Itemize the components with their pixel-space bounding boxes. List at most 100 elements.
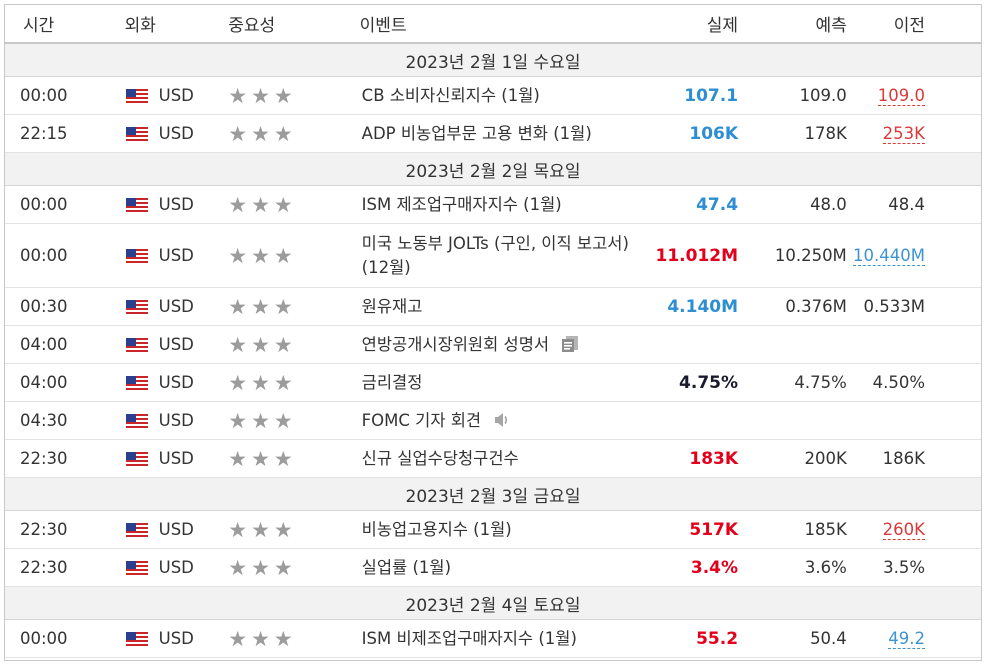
event-name-link[interactable]: 신규 실업수당청구건수 bbox=[355, 439, 639, 478]
event-name-link[interactable]: FOMC 기자 회견 bbox=[361, 410, 482, 430]
star-icon: ★ bbox=[228, 294, 248, 319]
currency-cell: USD bbox=[110, 510, 217, 549]
currency-cell: USD bbox=[110, 401, 217, 440]
star-icon: ★ bbox=[273, 408, 293, 433]
actual-value: 47.4 bbox=[638, 185, 739, 224]
forecast-value: 178K bbox=[738, 114, 847, 153]
actual-value bbox=[638, 401, 739, 440]
forecast-value bbox=[738, 401, 847, 440]
star-icon: ★ bbox=[228, 192, 248, 217]
event-row[interactable]: 22:30 USD ★ ★ ★ 비농업고용지수 (1월) 517K 185K 260… bbox=[5, 510, 981, 549]
event-row[interactable]: 00:00 USD ★ ★ ★ ISM 비제조업구매자지수 (1월) 55.2 50… bbox=[5, 619, 981, 658]
date-label: 2023년 2월 4일 토요일 bbox=[5, 586, 981, 620]
currency-code: USD bbox=[158, 297, 194, 316]
star-icon: ★ bbox=[251, 332, 270, 357]
importance-rating: ★ ★ ★ bbox=[216, 325, 356, 364]
event-name-link[interactable]: CB 소비자신뢰지수 (1월) bbox=[355, 76, 639, 115]
currency-code: USD bbox=[158, 124, 194, 143]
event-row[interactable]: 00:00 USD ★ ★ ★ 미국 노동부 JOLTs (구인, 이직 보고서) … bbox=[5, 223, 981, 288]
previous-value[interactable]: 49.2 bbox=[888, 629, 925, 649]
previous-value[interactable]: 253K bbox=[882, 124, 925, 144]
event-row[interactable]: 00:00 USD ★ ★ ★ ISM 제조업구매자지수 (1월) 47.4 48.… bbox=[5, 185, 981, 224]
star-icon: ★ bbox=[228, 555, 248, 580]
previous-value bbox=[846, 325, 981, 364]
star-icon: ★ bbox=[228, 370, 248, 395]
us-flag-icon bbox=[125, 300, 148, 314]
actual-value: 4.75% bbox=[638, 363, 739, 402]
currency-code: USD bbox=[158, 246, 194, 265]
date-row: 2023년 2월 3일 금요일 bbox=[5, 477, 981, 511]
event-name-link[interactable]: 비농업고용지수 (1월) bbox=[355, 510, 639, 549]
star-icon: ★ bbox=[251, 243, 270, 268]
speaker-icon[interactable] bbox=[493, 411, 511, 429]
importance-rating: ★ ★ ★ bbox=[216, 363, 356, 402]
star-icon: ★ bbox=[228, 83, 248, 108]
header-forecast[interactable]: 예측 bbox=[738, 5, 847, 44]
event-row[interactable]: 04:30 USD ★ ★ ★ FOMC 기자 회견 bbox=[5, 401, 981, 440]
importance-rating: ★ ★ ★ bbox=[216, 76, 356, 115]
event-name-link[interactable]: 원유재고 bbox=[355, 287, 639, 326]
header-actual[interactable]: 실제 bbox=[638, 5, 739, 44]
event-name-link[interactable]: 미국 노동부 JOLTs (구인, 이직 보고서) (12월) bbox=[355, 223, 639, 288]
importance-rating: ★ ★ ★ bbox=[216, 439, 356, 478]
header-currency[interactable]: 외화 bbox=[110, 5, 217, 44]
event-cell: 연방공개시장위원회 성명서 bbox=[355, 325, 639, 364]
event-name-link[interactable]: 연방공개시장위원회 성명서 bbox=[361, 334, 550, 354]
event-row[interactable]: 04:00 USD ★ ★ ★ 연방공개시장위원회 성명서 bbox=[5, 325, 981, 364]
previous-value: 48.4 bbox=[846, 185, 981, 224]
event-name-link[interactable]: 금리결정 bbox=[355, 363, 639, 402]
star-icon: ★ bbox=[228, 332, 248, 357]
date-row: 2023년 2월 2일 목요일 bbox=[5, 152, 981, 186]
event-name-link[interactable]: ISM 제조업구매자지수 (1월) bbox=[355, 185, 639, 224]
currency-code: USD bbox=[158, 195, 194, 214]
currency-cell: USD bbox=[110, 185, 217, 224]
economic-calendar: 시간 외화 중요성 이벤트 실제 예측 이전 2023년 2월 1일 수요일 0… bbox=[4, 4, 982, 661]
header-importance[interactable]: 중요성 bbox=[216, 5, 356, 44]
header-time[interactable]: 시간 bbox=[5, 5, 111, 44]
actual-value: 3.4% bbox=[638, 548, 739, 587]
currency-code: USD bbox=[158, 335, 194, 354]
header-row: 시간 외화 중요성 이벤트 실제 예측 이전 bbox=[5, 5, 981, 44]
currency-code: USD bbox=[158, 373, 194, 392]
star-icon: ★ bbox=[251, 555, 270, 580]
star-icon: ★ bbox=[273, 83, 293, 108]
currency-code: USD bbox=[158, 449, 194, 468]
forecast-value: 200K bbox=[738, 439, 847, 478]
event-name-link[interactable]: 실업률 (1월) bbox=[355, 548, 639, 587]
actual-value: 11.012M bbox=[638, 223, 739, 288]
event-row[interactable]: 04:00 USD ★ ★ ★ 금리결정 4.75% 4.75% 4.50% bbox=[5, 363, 981, 402]
previous-value[interactable]: 10.440M bbox=[853, 246, 925, 266]
forecast-value: 48.0 bbox=[738, 185, 847, 224]
us-flag-icon bbox=[125, 249, 148, 263]
previous-value[interactable]: 260K bbox=[882, 520, 925, 540]
date-row: 2023년 2월 4일 토요일 bbox=[5, 586, 981, 620]
event-time: 00:00 bbox=[5, 185, 111, 224]
currency-code: USD bbox=[158, 520, 194, 539]
star-icon: ★ bbox=[273, 121, 293, 146]
date-label: 2023년 2월 1일 수요일 bbox=[5, 43, 981, 77]
star-icon: ★ bbox=[273, 517, 293, 542]
event-name-link[interactable]: ADP 비농업부문 고용 변화 (1월) bbox=[355, 114, 639, 153]
currency-cell: USD bbox=[110, 325, 217, 364]
star-icon: ★ bbox=[251, 626, 270, 651]
forecast-value: 10.250M bbox=[738, 223, 847, 288]
previous-cell: 49.2 bbox=[846, 619, 981, 658]
star-icon: ★ bbox=[228, 446, 248, 471]
event-row[interactable]: 22:15 USD ★ ★ ★ ADP 비농업부문 고용 변화 (1월) 106K … bbox=[5, 114, 981, 153]
importance-rating: ★ ★ ★ bbox=[216, 223, 356, 288]
event-name-link[interactable]: ISM 비제조업구매자지수 (1월) bbox=[355, 619, 639, 658]
event-row[interactable]: 00:00 USD ★ ★ ★ CB 소비자신뢰지수 (1월) 107.1 109.… bbox=[5, 76, 981, 115]
previous-value[interactable]: 109.0 bbox=[877, 86, 925, 106]
importance-rating: ★ ★ ★ bbox=[216, 548, 356, 587]
document-icon[interactable] bbox=[561, 335, 579, 353]
previous-cell: 253K bbox=[846, 114, 981, 153]
star-icon: ★ bbox=[228, 408, 248, 433]
header-previous[interactable]: 이전 bbox=[846, 5, 981, 44]
previous-value: 4.50% bbox=[846, 363, 981, 402]
forecast-value: 0.376M bbox=[738, 287, 847, 326]
event-row[interactable]: 22:30 USD ★ ★ ★ 실업률 (1월) 3.4% 3.6% 3.5% bbox=[5, 548, 981, 587]
header-event[interactable]: 이벤트 bbox=[355, 5, 639, 44]
event-row[interactable]: 22:30 USD ★ ★ ★ 신규 실업수당청구건수 183K 200K 186K bbox=[5, 439, 981, 478]
event-row[interactable]: 00:30 USD ★ ★ ★ 원유재고 4.140M 0.376M 0.533M bbox=[5, 287, 981, 326]
event-time: 22:15 bbox=[5, 114, 111, 153]
